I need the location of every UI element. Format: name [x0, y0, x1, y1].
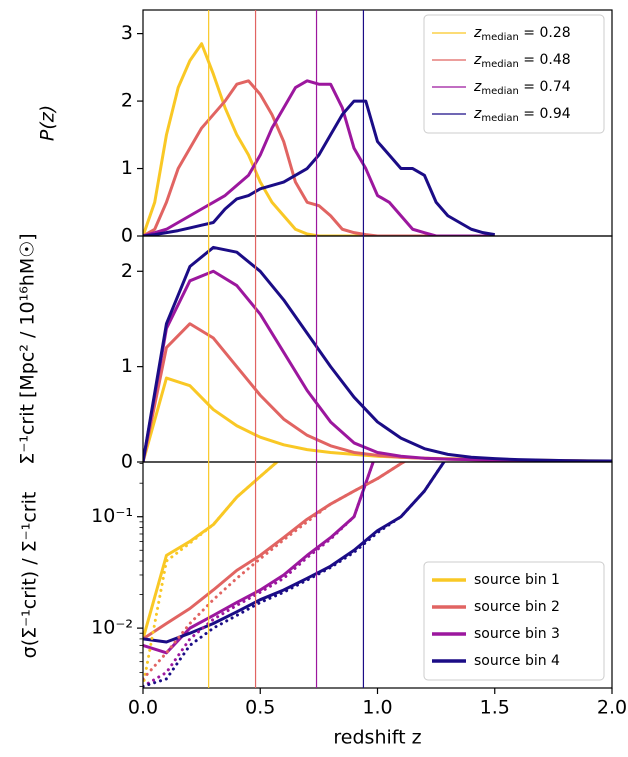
- x-tick-label: 1.5: [480, 697, 510, 719]
- dotted-line: [143, 462, 446, 688]
- line: [143, 322, 612, 462]
- y-axis-label: σ(Σ⁻¹crit) / Σ⁻¹crit: [19, 492, 41, 659]
- dotted-line: [143, 462, 280, 688]
- x-tick-label: 2.0: [597, 697, 627, 719]
- panel: [143, 42, 496, 236]
- legend: source bin 1 source bin 2 source bin 3 sour…: [423, 561, 605, 681]
- line: [143, 245, 612, 462]
- panel: [143, 245, 612, 462]
- legend-label: source bin 1: [474, 572, 560, 588]
- y-tick-label: 10⁻²: [91, 617, 133, 639]
- x-tick-label: 0.0: [128, 697, 158, 719]
- y-axis-label: Σ⁻¹crit [Mpc² / 10¹⁶hM☉]: [17, 233, 39, 464]
- y-tick-label: 10⁻¹: [91, 505, 133, 527]
- dotted-line: [143, 462, 407, 681]
- legend-label: source bin 3: [474, 626, 560, 642]
- panel: [143, 462, 446, 688]
- line: [143, 79, 495, 236]
- line: [143, 269, 612, 462]
- y-tick-label: 2: [121, 260, 133, 282]
- y-tick-label: 1: [121, 355, 133, 377]
- legend-label: source bin 4: [474, 653, 560, 669]
- line: [143, 42, 495, 236]
- legend-label: source bin 2: [474, 599, 560, 615]
- legend-label: zmedian = 0.94: [473, 106, 571, 124]
- y-axis-label: P(z): [37, 105, 59, 141]
- x-tick-label: 0.5: [245, 697, 275, 719]
- line: [143, 99, 496, 236]
- line: [143, 462, 280, 640]
- legend-label: zmedian = 0.74: [473, 79, 571, 97]
- x-tick-label: 1.0: [362, 697, 392, 719]
- y-tick-label: 2: [121, 90, 133, 112]
- y-tick-label: 1: [121, 157, 133, 179]
- line: [143, 462, 375, 655]
- dotted-line: [143, 462, 375, 688]
- legend-box: [423, 561, 605, 681]
- y-tick-label: 0: [121, 451, 133, 473]
- legend-label: zmedian = 0.28: [473, 25, 571, 43]
- y-tick-label: 0: [121, 225, 133, 247]
- legend-box: [423, 14, 605, 134]
- axes-frame: [142, 461, 613, 689]
- line: [143, 462, 446, 644]
- y-tick-label: 3: [121, 22, 133, 44]
- line: [143, 79, 495, 236]
- legend: zmedian = 0.28 zmedian = 0.48 zmedian = 0.…: [423, 14, 605, 134]
- legend-label: zmedian = 0.48: [473, 52, 571, 70]
- x-axis-label: redshift z: [333, 727, 421, 749]
